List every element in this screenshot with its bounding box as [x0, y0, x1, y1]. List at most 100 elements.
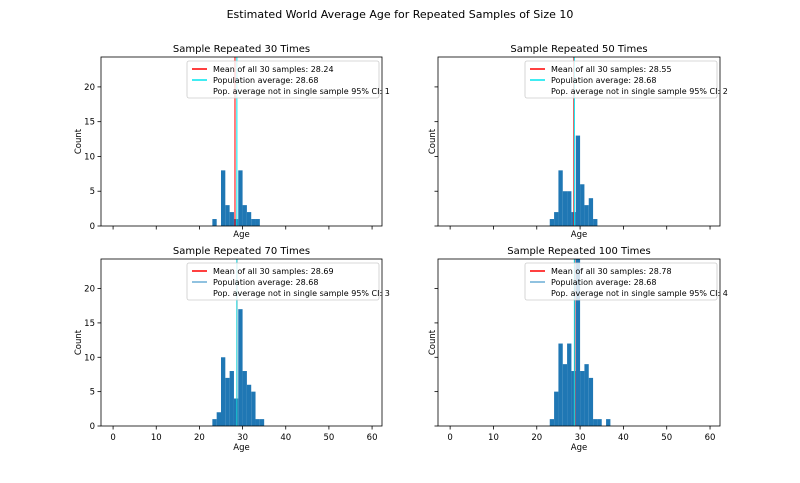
legend-box [524, 60, 718, 99]
legend: Mean of all 30 samples: 28.78 Population … [524, 262, 728, 301]
x-tick-label: 50 [323, 433, 334, 443]
histogram-bar [562, 364, 568, 426]
histogram-bar [259, 419, 265, 426]
legend: Mean of all 30 samples: 28.24 Population … [186, 60, 390, 99]
histogram-bar [597, 419, 602, 426]
histogram-bar [554, 391, 559, 426]
histogram-bar [255, 219, 260, 226]
histogram-bar [593, 219, 598, 226]
histogram-bar [549, 419, 555, 426]
histogram-bar [567, 191, 572, 226]
legend-entry: Mean of all 30 samples: 28.78 [551, 267, 672, 276]
axes-frame [100, 56, 383, 227]
x-tick-label: 30 [575, 433, 586, 443]
histogram-bar [554, 212, 559, 226]
subplot-title: Sample Repeated 30 Times [173, 44, 310, 55]
histogram-bar [225, 377, 230, 426]
y-axis-label: Count [74, 128, 84, 154]
histogram-bar [580, 371, 585, 426]
histogram-bar [238, 309, 243, 426]
x-tick-label: 60 [705, 433, 716, 443]
histogram-bar [220, 170, 226, 226]
y-axis-label: Count [428, 329, 438, 355]
y-tick-label: 10 [84, 353, 95, 363]
x-tick-label: 60 [367, 433, 378, 443]
histogram-bar [229, 371, 234, 426]
y-axis-label: Count [428, 128, 438, 154]
y-tick-label: 15 [84, 118, 95, 128]
histogram-bar [584, 364, 589, 426]
x-tick-label: 40 [280, 433, 291, 443]
legend-entry: Pop. average not in single sample 95% CI… [213, 87, 390, 96]
y-axis-label: Count [74, 329, 84, 355]
subplot-title: Sample Repeated 50 Times [510, 44, 647, 55]
legend-entry: Mean of all 30 samples: 28.24 [213, 65, 334, 74]
legend-entry: Mean of all 30 samples: 28.55 [551, 65, 672, 74]
histogram-bar [593, 419, 598, 426]
histogram-bar [588, 198, 594, 226]
histogram-bar [233, 219, 239, 226]
histogram-bar [562, 191, 568, 226]
legend-entry: Population average: 28.68 [213, 76, 318, 85]
plot-area [549, 57, 598, 226]
legend-entry: Pop. average not in single sample 95% CI… [551, 289, 728, 298]
subplot-title: Sample Repeated 100 Times [507, 246, 651, 257]
y-tick-label: 0 [90, 422, 95, 432]
legend-entry: Population average: 28.68 [551, 76, 656, 85]
x-tick-label: 40 [618, 433, 629, 443]
x-axis-label: Age [571, 443, 587, 453]
histogram-bar [212, 419, 217, 426]
x-tick-label: 0 [110, 433, 115, 443]
legend: Mean of all 30 samples: 28.69 Population … [186, 262, 390, 301]
histogram-bar [558, 170, 563, 226]
legend-box [524, 262, 718, 301]
x-tick-label: 0 [447, 433, 452, 443]
y-tick-label: 5 [90, 187, 95, 197]
x-tick-label: 10 [151, 433, 162, 443]
histogram-bar [580, 184, 585, 226]
histogram-bar [575, 259, 581, 426]
histogram-bar [251, 391, 256, 426]
legend: Mean of all 30 samples: 28.55 Population … [524, 60, 728, 99]
histogram-bar [212, 219, 217, 226]
legend-entry: Population average: 28.68 [551, 278, 656, 287]
x-tick-label: 50 [661, 433, 672, 443]
y-tick-label: 15 [84, 319, 95, 329]
y-tick-label: 5 [90, 388, 95, 398]
legend-entry: Pop. average not in single sample 95% CI… [551, 87, 728, 96]
subplot-title: Sample Repeated 70 Times [173, 246, 310, 257]
x-axis-label: Age [233, 230, 249, 240]
histogram-bar [558, 343, 563, 426]
subplot-4: Sample Repeated 100 Times 0 10 20 30 40 50 60 Ag… [428, 246, 728, 453]
legend-entry: Mean of all 30 samples: 28.69 [213, 267, 334, 276]
axes-frame [437, 56, 721, 227]
x-axis-label: Age [233, 443, 249, 453]
histogram-bar [225, 205, 230, 226]
histogram-bar [233, 398, 239, 426]
x-tick-label: 20 [531, 433, 542, 443]
histogram-bar [588, 377, 594, 426]
legend-entry: Pop. average not in single sample 95% CI… [213, 289, 390, 298]
histogram-bar [567, 343, 572, 426]
plot-area [549, 259, 611, 426]
legend-entry: Population average: 28.68 [213, 278, 318, 287]
legend-box [186, 262, 380, 301]
y-tick-label: 20 [84, 285, 95, 295]
histogram-bar [571, 371, 576, 426]
histogram-bar [575, 135, 581, 226]
histogram-bar [584, 205, 589, 226]
histogram-bar [246, 384, 252, 426]
axes-frame [100, 258, 383, 427]
histogram-bar [216, 412, 221, 426]
histogram-bar [220, 357, 226, 426]
histogram-bar [238, 170, 243, 226]
subplot-2: Sample Repeated 50 Times Age Count Mean of … [428, 44, 728, 240]
histogram-bar [229, 212, 234, 226]
x-axis-label: Age [571, 230, 587, 240]
histogram-bar [242, 205, 247, 226]
histogram-bar [549, 219, 555, 226]
axes-frame [437, 258, 721, 427]
figure-title: Estimated World Average Age for Repeated… [227, 8, 574, 21]
subplot-3: Sample Repeated 70 Times 0 10 20 30 40 50 60 0 5 1… [74, 246, 390, 453]
histogram-bar [251, 219, 256, 226]
